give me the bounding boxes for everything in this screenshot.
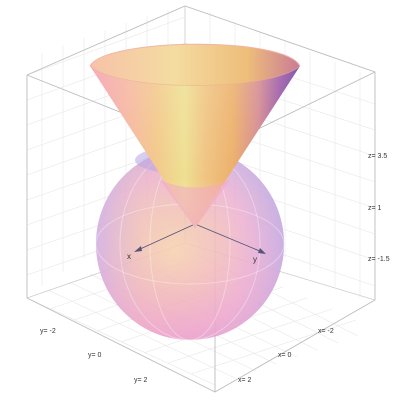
z-tick-1: z= 1 [368, 205, 382, 212]
x-tick-neg-2: x= -2 [318, 328, 334, 335]
x-tick-2: x= 2 [238, 377, 252, 384]
y-tick-neg-2: y= -2 [40, 328, 56, 335]
z-tick-3-5: z= 3.5 [368, 153, 387, 160]
y-tick-0: y= 0 [88, 352, 102, 359]
y-axis-label: y [253, 255, 257, 264]
y-tick-2: y= 2 [134, 377, 148, 384]
ellipsoid-surface[interactable] [96, 146, 284, 340]
y-tick-labels: y= -2 y= 0 y= 2 [40, 328, 148, 384]
x-axis-label: x [127, 252, 131, 261]
z-tick-neg-1-5: z= -1.5 [368, 256, 390, 263]
z-tick-labels: z= 3.5 z= 1 z= -1.5 [368, 153, 390, 263]
x-tick-0: x= 0 [278, 352, 292, 359]
cone-surface[interactable] [89, 43, 301, 228]
x-tick-labels: x= -2 x= 0 x= 2 [238, 328, 334, 384]
